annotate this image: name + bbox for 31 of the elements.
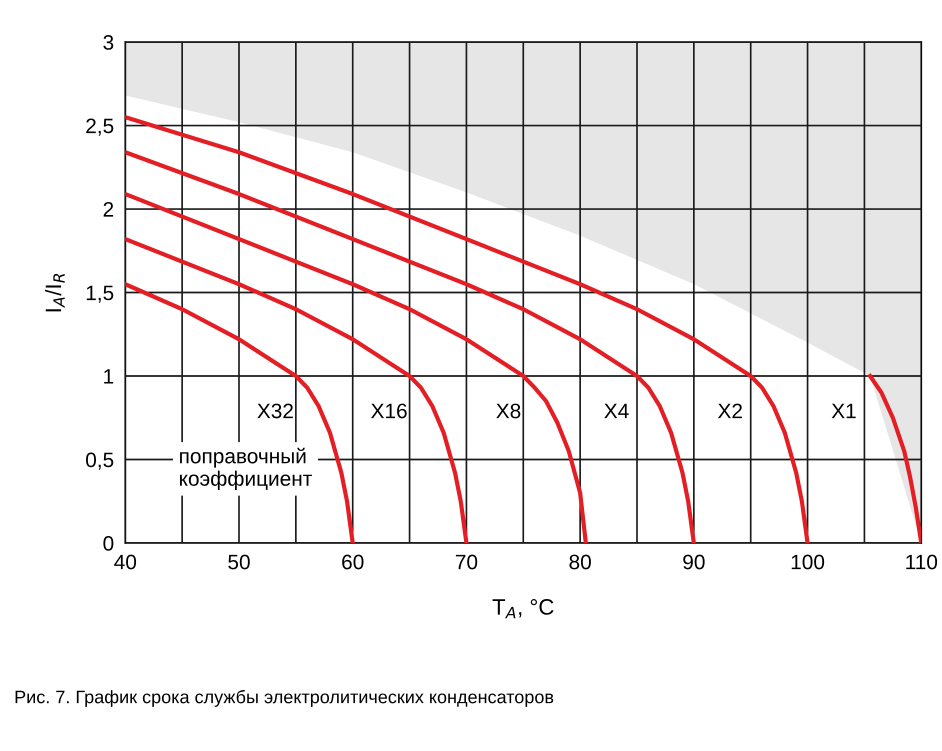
y-tick-label: 3 xyxy=(103,35,114,50)
text: Рис. 7. График срока службы электролитических конденсаторов xyxy=(16,690,554,707)
series-label: X8 xyxy=(496,404,520,418)
line-series xyxy=(125,282,355,543)
x-tick-label: 80 xyxy=(569,554,591,570)
annotation: поправочный коэффициент xyxy=(180,448,312,490)
y-tick-label: 2,5 xyxy=(86,118,114,136)
x-tick-label: 40 xyxy=(114,554,136,570)
x-axis-title: T$_{A}$, °C xyxy=(492,599,554,618)
y-tick-label: 0 xyxy=(103,536,114,551)
series-label: X4 xyxy=(604,404,629,418)
line-series xyxy=(125,115,810,543)
x-tick-label: 70 xyxy=(456,554,478,570)
x-tick-label: 60 xyxy=(342,554,364,570)
series-label: X16 xyxy=(371,404,407,418)
x-tick-label: 100 xyxy=(792,554,824,570)
series-label: X32 xyxy=(257,404,293,418)
line-series xyxy=(125,192,588,543)
y-tick-label: 1 xyxy=(104,369,114,384)
y-tick-label: 0,5 xyxy=(86,452,114,470)
line-series xyxy=(125,150,696,543)
line-series xyxy=(868,374,922,543)
y-axis-title: I$_{A}$/I$_{R}$ xyxy=(44,274,65,312)
series-label: X2 xyxy=(718,404,742,418)
x-tick-label: 90 xyxy=(683,554,705,570)
y-tick-label: 1,5 xyxy=(86,286,114,303)
x-tick-label: 50 xyxy=(228,554,250,570)
x-tick-label: 110 xyxy=(906,554,938,570)
line-series xyxy=(125,237,469,543)
series-label: X1 xyxy=(832,404,856,418)
y-tick-label: 2 xyxy=(104,202,114,217)
